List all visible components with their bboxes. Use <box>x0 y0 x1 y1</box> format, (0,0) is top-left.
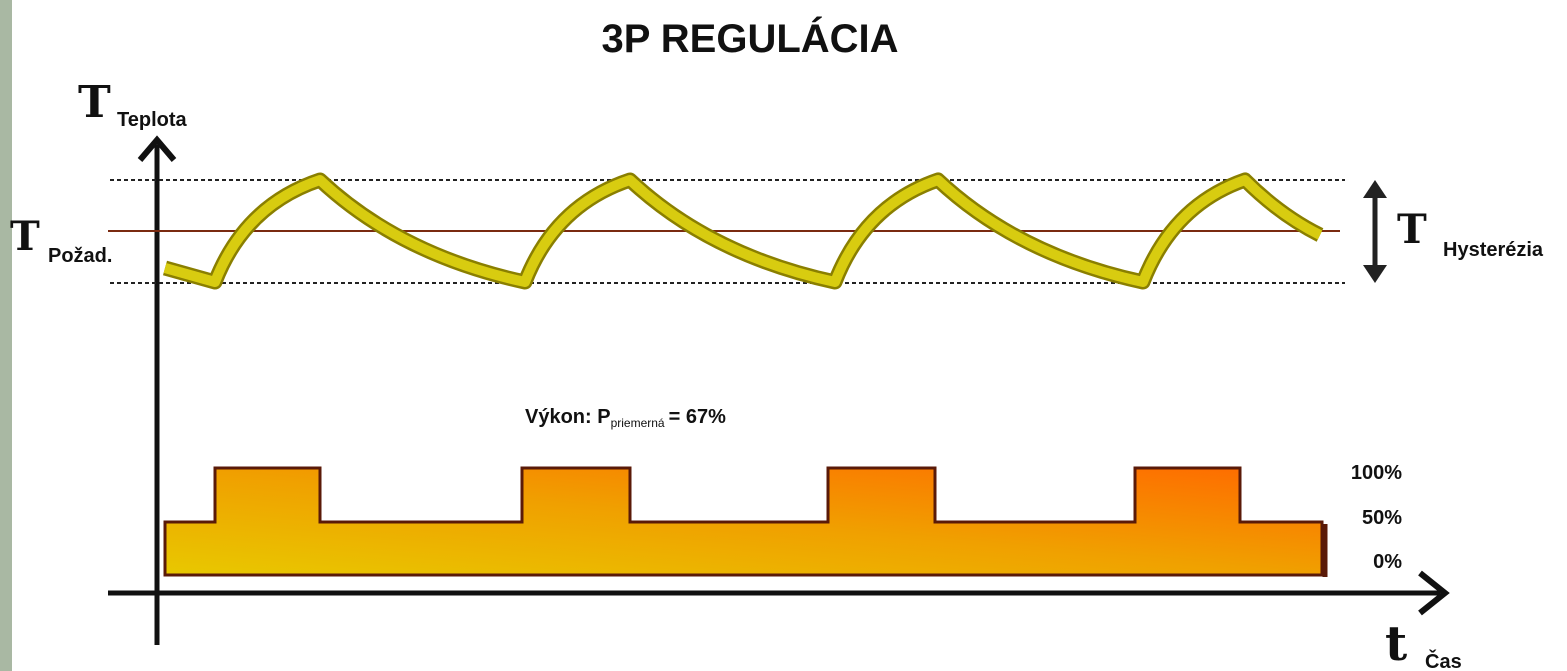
y-arrow <box>137 135 177 162</box>
x-arrow <box>1418 570 1450 616</box>
power-subscript: priemerná <box>611 416 665 430</box>
title: 3P REGULÁCIA <box>601 16 898 61</box>
level-label: 0% <box>1373 551 1402 573</box>
power-suffix: = 67% <box>669 406 726 428</box>
x-symbol: t <box>1385 616 1407 671</box>
power-text: Výkon: Ppriemerná = 67% <box>525 406 726 430</box>
hysteresis-symbol: T <box>1397 206 1427 253</box>
y-label: Teplota <box>117 109 188 131</box>
hysteresis-arrow-top <box>1363 180 1387 198</box>
hysteresis-label: Hysterézia <box>1443 239 1544 261</box>
temperature-wave <box>163 175 1323 287</box>
y-symbol: T <box>78 77 111 128</box>
level-label: 50% <box>1362 507 1402 529</box>
x-label: Čas <box>1425 649 1462 671</box>
side-strip <box>0 0 12 671</box>
setpoint-label: Požad. <box>48 245 112 267</box>
hysteresis-arrow-bottom <box>1363 265 1387 283</box>
level-label: 100% <box>1351 462 1402 484</box>
power-profile <box>163 466 1324 577</box>
setpoint-symbol: T <box>10 213 40 260</box>
power-prefix: Výkon: P <box>525 406 611 428</box>
